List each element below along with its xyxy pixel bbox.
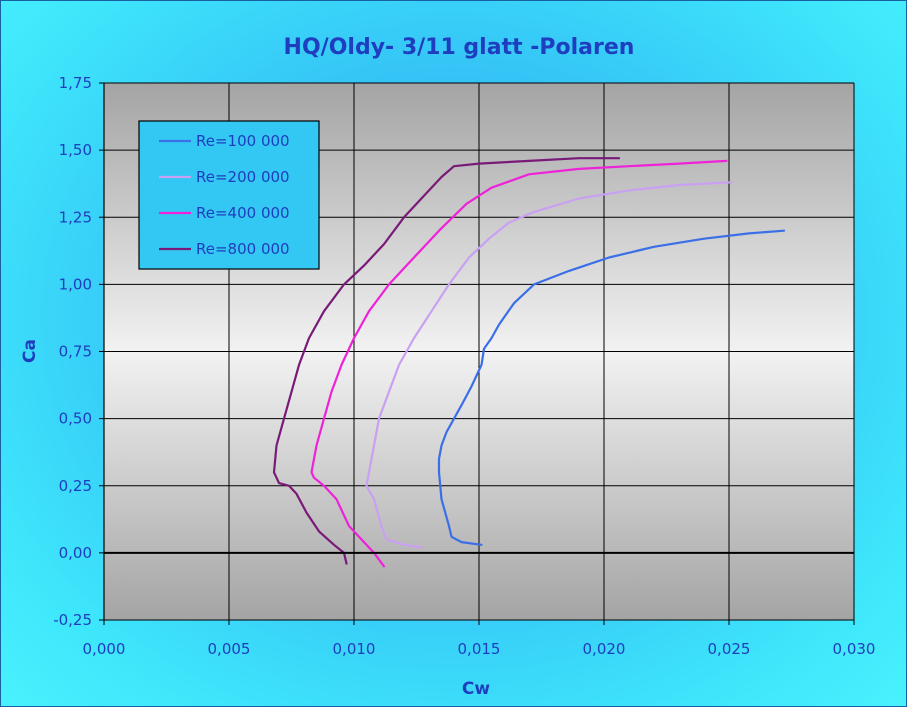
- legend-label: Re=100 000: [196, 132, 290, 150]
- axes: [99, 82, 855, 625]
- legend-label: Re=200 000: [196, 168, 290, 186]
- y-tick-label: 1,25: [59, 208, 92, 226]
- legend-label: Re=400 000: [196, 204, 290, 222]
- y-tick-label: 0,50: [59, 410, 92, 428]
- y-tick-label: 0,00: [59, 544, 92, 562]
- x-tick-label: 0,025: [708, 640, 751, 658]
- series-line: [437, 229, 786, 546]
- x-tick-label: 0,015: [458, 640, 501, 658]
- tick-labels: -0,25 0,00 0,25 0,50 0,75 1,00 1,25 1,50 1,75 0,0…: [53, 74, 875, 658]
- series-line: [310, 159, 728, 568]
- series-line: [365, 181, 733, 549]
- x-tick-label: 0,005: [208, 640, 251, 658]
- x-tick-label: 0,000: [83, 640, 126, 658]
- series-lines: [272, 157, 786, 568]
- y-axis-label: Ca: [20, 339, 40, 363]
- y-tick-label: 1,50: [59, 141, 92, 159]
- y-tick-label: 0,75: [59, 343, 92, 361]
- chart-title: HQ/Oldy- 3/11 glatt -Polaren: [284, 35, 635, 60]
- legend-box: [138, 120, 320, 270]
- legend: Re=100 000 Re=200 000 Re=400 000 Re=800 000: [138, 120, 320, 270]
- y-tick-label: -0,25: [53, 611, 92, 629]
- y-tick-label: 1,75: [59, 74, 92, 92]
- x-axis-label: Cw: [462, 679, 490, 699]
- y-tick-label: 1,00: [59, 275, 92, 293]
- y-tick-label: 0,25: [59, 477, 92, 495]
- x-tick-label: 0,020: [583, 640, 626, 658]
- x-tick-label: 0,030: [833, 640, 876, 658]
- legend-label: Re=800 000: [196, 240, 290, 258]
- series-line: [272, 157, 621, 565]
- x-tick-label: 0,010: [333, 640, 376, 658]
